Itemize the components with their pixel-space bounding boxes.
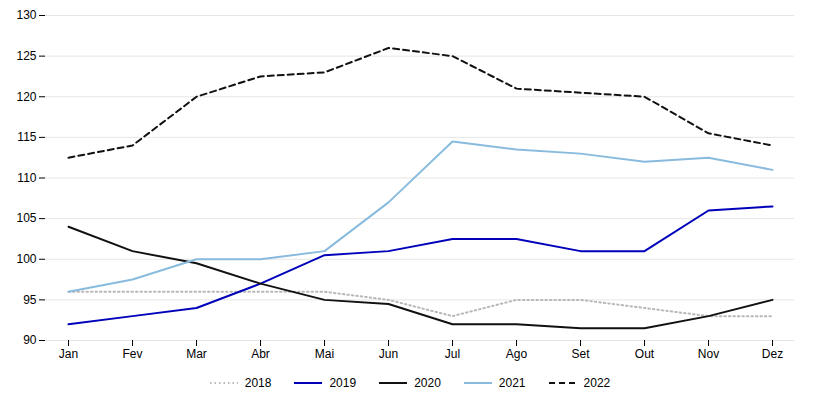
svg-text:130: 130 [16, 8, 36, 22]
svg-text:110: 110 [17, 171, 36, 185]
svg-text:125: 125 [16, 49, 36, 63]
svg-text:Mar: Mar [186, 347, 207, 361]
svg-text:Jul: Jul [445, 347, 460, 361]
svg-text:90: 90 [23, 333, 37, 347]
svg-text:120: 120 [16, 90, 36, 104]
svg-text:Abr: Abr [251, 347, 270, 361]
svg-text:Set: Set [571, 347, 590, 361]
svg-text:Jan: Jan [59, 347, 78, 361]
html-text:2020: 2020 [414, 376, 441, 390]
svg-text:Nov: Nov [698, 347, 719, 361]
svg-text:Dez: Dez [762, 347, 783, 361]
svg-text:Fev: Fev [122, 347, 142, 361]
svg-text:100: 100 [16, 252, 36, 266]
html-text:2019: 2019 [329, 376, 357, 390]
svg-text:95: 95 [23, 293, 37, 307]
svg-text:Ago: Ago [506, 347, 528, 361]
html-text:2018: 2018 [244, 376, 272, 390]
svg-text:Mai: Mai [315, 347, 334, 361]
html-text:2022: 2022 [583, 376, 611, 390]
html-text:2021: 2021 [498, 376, 526, 390]
svg-text:Jun: Jun [379, 347, 398, 361]
svg-text:115: 115 [17, 130, 36, 144]
svg-text:105: 105 [16, 211, 36, 225]
svg-text:Out: Out [635, 347, 655, 361]
